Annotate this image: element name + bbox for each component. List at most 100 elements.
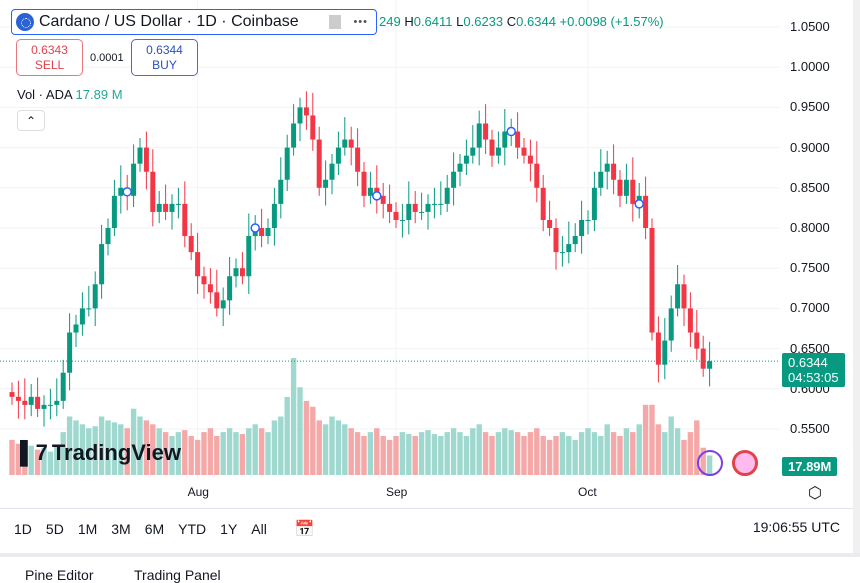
candle-body (681, 284, 687, 309)
us-flag-icon[interactable] (732, 450, 758, 476)
volume-bar (47, 451, 54, 475)
more-options-button[interactable]: ••• (353, 16, 368, 28)
candle-body (67, 332, 73, 373)
volume-bar (207, 428, 214, 475)
candle-body (73, 324, 79, 333)
volume-bar (278, 416, 284, 475)
range-buttons: 1D 5D 1M 3M 6M YTD 1Y All (14, 521, 281, 537)
event-marker-icon (372, 191, 382, 201)
tab-pine-editor[interactable]: Pine Editor (25, 567, 94, 583)
settings-icon[interactable]: ⬡ (808, 485, 822, 502)
candle-body (188, 236, 194, 253)
volume-bar (534, 428, 540, 475)
candle-body (572, 236, 578, 245)
candle-body (163, 203, 169, 212)
range-button-all[interactable]: All (251, 520, 267, 537)
price-axis-label: 1.0000 (790, 59, 830, 75)
candle-body (28, 396, 34, 405)
candle-body (47, 404, 53, 406)
bottom-panel: Pine Editor Trading Panel (0, 553, 860, 583)
volume-bar (354, 432, 361, 475)
range-button-1d[interactable]: 1D (14, 520, 32, 537)
range-toolbar: 1D 5D 1M 3M 6M YTD 1Y All 📅 (0, 508, 853, 548)
range-button-1m[interactable]: 1M (77, 520, 98, 537)
range-button-3m[interactable]: 3M (111, 520, 131, 537)
candle-body (470, 147, 476, 156)
volume-bar (546, 439, 553, 475)
volume-bar (598, 436, 604, 475)
range-button-1y[interactable]: 1Y (220, 520, 238, 537)
sell-button[interactable]: 0.6343 SELL (16, 39, 83, 76)
candle-body (527, 155, 533, 164)
buy-button[interactable]: 0.6344 BUY (131, 39, 198, 76)
volume-bar (118, 424, 124, 475)
price-axis-label: 0.9500 (790, 99, 830, 115)
volume-bar (34, 449, 41, 475)
candle-body (617, 179, 623, 196)
close-value: 0.6344 (516, 14, 556, 29)
candle-body (169, 203, 175, 212)
candle-body (412, 203, 418, 212)
candle-body (451, 171, 457, 188)
volume-bar (386, 439, 393, 475)
volume-bar (303, 400, 310, 475)
candle-body (623, 179, 629, 196)
price-axis-label: 1.0500 (790, 19, 830, 34)
candle-body (54, 400, 60, 405)
candle-body (361, 171, 367, 196)
clock[interactable]: 19:06:55 UTC (752, 519, 840, 535)
candle-body (483, 123, 489, 140)
change-value: +0.0098 (+1.57%) (559, 14, 664, 29)
candle-body (393, 211, 399, 220)
range-button-ytd[interactable]: YTD (178, 520, 207, 537)
candle-body (463, 155, 469, 164)
range-button-6m[interactable]: 6M (144, 520, 165, 537)
volume-bar (233, 432, 239, 475)
candle-body (707, 361, 713, 369)
volume-bar (610, 432, 617, 475)
price-axis-label: 0.8000 (790, 220, 830, 235)
candle-body (271, 203, 277, 228)
candle-body (675, 284, 681, 309)
symbol-legend[interactable]: Cardano / US Dollar · 1D · Coinbase ••• (11, 9, 377, 35)
candle-body (246, 236, 252, 277)
price-chart[interactable] (0, 0, 780, 480)
candle-body (438, 203, 444, 205)
candle-body (278, 179, 284, 204)
volume-bar (521, 436, 527, 475)
volume-legend[interactable]: Vol · ADA 17.89 M (17, 87, 123, 102)
volume-bar (60, 432, 66, 475)
volume-bar (105, 420, 111, 475)
tab-trading-panel[interactable]: Trading Panel (134, 567, 221, 583)
open-value: 249 (379, 14, 401, 29)
candle-body (643, 195, 649, 228)
candle-body (284, 147, 290, 180)
volume-bar (482, 432, 489, 475)
volume-bar (418, 432, 425, 475)
candle-body (297, 107, 303, 124)
volume-bar (239, 434, 246, 475)
candle-body (431, 203, 437, 205)
candle-body (355, 147, 361, 172)
lightning-icon[interactable] (697, 450, 723, 476)
volume-bar (444, 432, 450, 475)
candle-body (35, 396, 41, 409)
candle-body (195, 252, 201, 277)
right-sidebar-edge (853, 0, 860, 553)
flag-icon[interactable] (329, 15, 342, 29)
volume-bar (169, 436, 175, 475)
chevron-up-icon[interactable]: ⌃ (17, 110, 45, 131)
candle-body (540, 187, 546, 220)
candle-body (92, 284, 98, 309)
volume-bar (348, 428, 354, 475)
event-marker-icon (506, 126, 516, 137)
candle-body (323, 179, 329, 188)
tradingview-logo-icon: ▌7 (20, 440, 48, 465)
candle-body (662, 340, 668, 365)
range-button-5d[interactable]: 5D (45, 520, 64, 537)
date-range-icon[interactable]: 📅 (294, 520, 315, 538)
volume-bar (514, 432, 521, 475)
candle-body (604, 163, 610, 172)
candle-body (137, 147, 143, 164)
volume-bar (540, 436, 546, 475)
